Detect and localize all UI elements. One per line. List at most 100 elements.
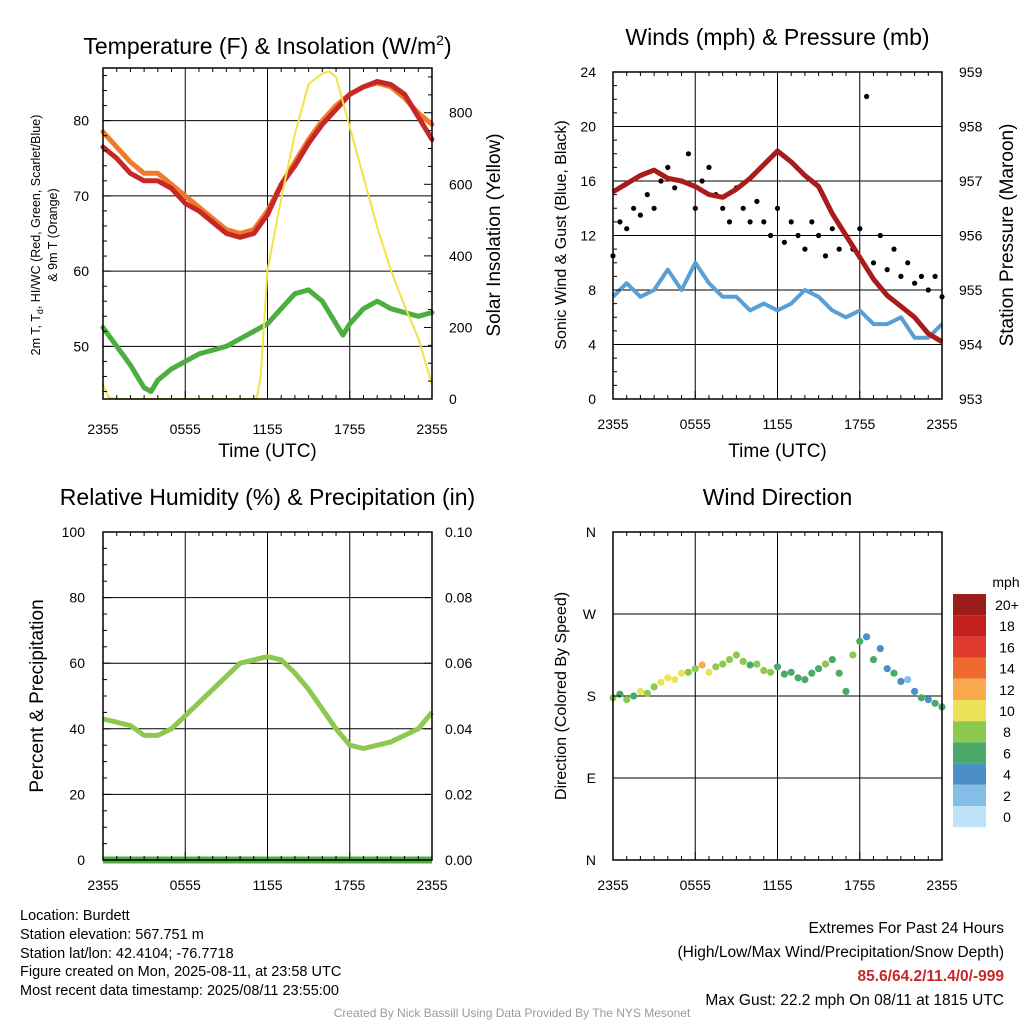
extremes-panel: Extremes For Past 24 Hours (High/Low/Max… <box>678 917 1005 1013</box>
y-tick-label: N <box>586 524 596 540</box>
gust-point <box>870 260 877 266</box>
direction-point <box>842 687 850 696</box>
winds-pressure-chart: 2355 0555 1155 1755 235504812162024953954955… <box>553 24 1018 462</box>
gust-point <box>932 273 938 279</box>
gust-point <box>685 151 692 157</box>
y-tick-label: 100 <box>62 524 86 540</box>
y-tick-label: S <box>587 688 596 704</box>
chart-title: Temperature (F) & Insolation (W/m2) <box>83 32 451 59</box>
info-latlon: Station lat/lon: 42.4104; -76.7718 <box>20 945 234 962</box>
y-axis-label: Percent & Precipitation <box>27 599 48 792</box>
gust-point <box>898 273 904 279</box>
direction-point <box>863 633 871 641</box>
y2-tick-label: 956 <box>959 228 983 244</box>
direction-point <box>746 661 754 669</box>
chart-title: Winds (mph) & Pressure (mb) <box>625 24 929 50</box>
direction-point <box>657 678 665 686</box>
direction-point <box>636 687 645 696</box>
gust-point <box>706 164 712 170</box>
y2-tick-label: 955 <box>959 282 983 298</box>
legend-swatch <box>953 806 986 828</box>
direction-point <box>760 666 768 675</box>
series-dewpoint-line <box>100 287 435 394</box>
y2-tick-label: 800 <box>449 105 473 121</box>
gust-point <box>644 192 650 198</box>
y2-tick-label: 0.02 <box>445 786 472 802</box>
gust-point <box>884 267 890 273</box>
direction-point <box>821 660 830 668</box>
y-tick-label: 80 <box>73 113 89 129</box>
gust-point <box>877 232 883 239</box>
extremes-title: Extremes For Past 24 Hours <box>808 920 1004 937</box>
legend-label: 16 <box>999 639 1015 655</box>
direction-point <box>883 665 891 673</box>
y-axis-label: Sonic Wind & Gust (Blue, Black) <box>553 120 570 349</box>
x-tick-label: 0555 <box>170 421 201 437</box>
direction-point <box>876 645 884 653</box>
y2-tick-label: 600 <box>449 176 473 192</box>
legend-swatch <box>953 700 986 722</box>
y2-axis-label: Solar Insolation (Yellow) <box>484 133 505 336</box>
gust-point <box>816 232 822 239</box>
series-pressure-line <box>611 148 944 344</box>
y-tick-label: N <box>586 852 596 868</box>
y-axis-label-subscript: d <box>35 309 45 314</box>
y-axis-label-part: , HI/WC (Red, Green, Scarlet/Blue) <box>29 115 43 310</box>
gust-point <box>672 185 678 191</box>
x-tick-label: 2355 <box>87 421 118 437</box>
direction-point <box>664 674 672 682</box>
direction-point <box>753 660 761 668</box>
legend-swatch <box>953 678 986 700</box>
legend-label: 4 <box>1003 767 1011 783</box>
direction-point <box>643 689 651 697</box>
gust-point <box>925 287 931 293</box>
y2-tick-label: 400 <box>449 248 473 264</box>
series-sonic-wind-line <box>611 260 944 340</box>
y-tick-label: 20 <box>69 786 85 802</box>
y2-tick-label: 0.04 <box>445 721 472 737</box>
y-tick-label: E <box>587 770 596 786</box>
direction-point <box>890 669 898 677</box>
gust-point <box>788 219 794 225</box>
gust-point <box>781 239 788 245</box>
gust-point <box>637 212 644 218</box>
direction-point <box>650 683 658 691</box>
direction-point <box>931 699 939 707</box>
gust-point <box>864 93 870 100</box>
direction-point <box>725 656 734 664</box>
extremes-subtitle: (High/Low/Max Wind/Precipitation/Snow De… <box>677 944 1005 961</box>
info-location: Location: Burdett <box>20 908 130 924</box>
legend-label: 8 <box>1003 724 1011 740</box>
chart-title: Wind Direction <box>703 484 853 510</box>
direction-point <box>787 668 795 676</box>
direction-point <box>780 670 789 678</box>
x-tick-label: 2355 <box>597 877 628 893</box>
x-tick-label: 0555 <box>680 877 711 893</box>
max-gust-text: Max Gust: 22.2 mph On 08/11 at 1815 UTC <box>705 992 1004 1009</box>
x-axis-label: Time (UTC) <box>728 441 827 462</box>
direction-point <box>794 674 802 682</box>
temperature-insolation-chart: 2355 0555 1155 1755 235550607080020040060080… <box>29 32 505 462</box>
direction-point <box>630 692 638 700</box>
gust-point <box>774 205 781 211</box>
x-tick-label: 1155 <box>762 416 792 432</box>
x-tick-label: 1755 <box>334 421 365 437</box>
direction-point <box>732 651 741 659</box>
gust-point <box>912 280 918 286</box>
x-tick-label: 1155 <box>252 421 282 437</box>
x-axis-label: Time (UTC) <box>218 441 317 462</box>
x-tick-label: 2355 <box>87 877 118 893</box>
legend-label: 18 <box>999 618 1015 634</box>
chart-title-suffix: ) <box>444 33 452 59</box>
gust-point <box>857 226 863 232</box>
x-tick-label: 1155 <box>762 877 792 893</box>
direction-point <box>705 668 713 676</box>
y2-tick-label: 0.00 <box>445 852 472 868</box>
info-data-timestamp: Most recent data timestamp: 2025/08/11 2… <box>20 983 339 1000</box>
gust-point <box>918 273 925 279</box>
gust-point <box>658 178 664 184</box>
direction-point <box>671 676 679 684</box>
legend-label: 0 <box>1003 809 1011 825</box>
x-tick-label: 2355 <box>416 421 447 437</box>
